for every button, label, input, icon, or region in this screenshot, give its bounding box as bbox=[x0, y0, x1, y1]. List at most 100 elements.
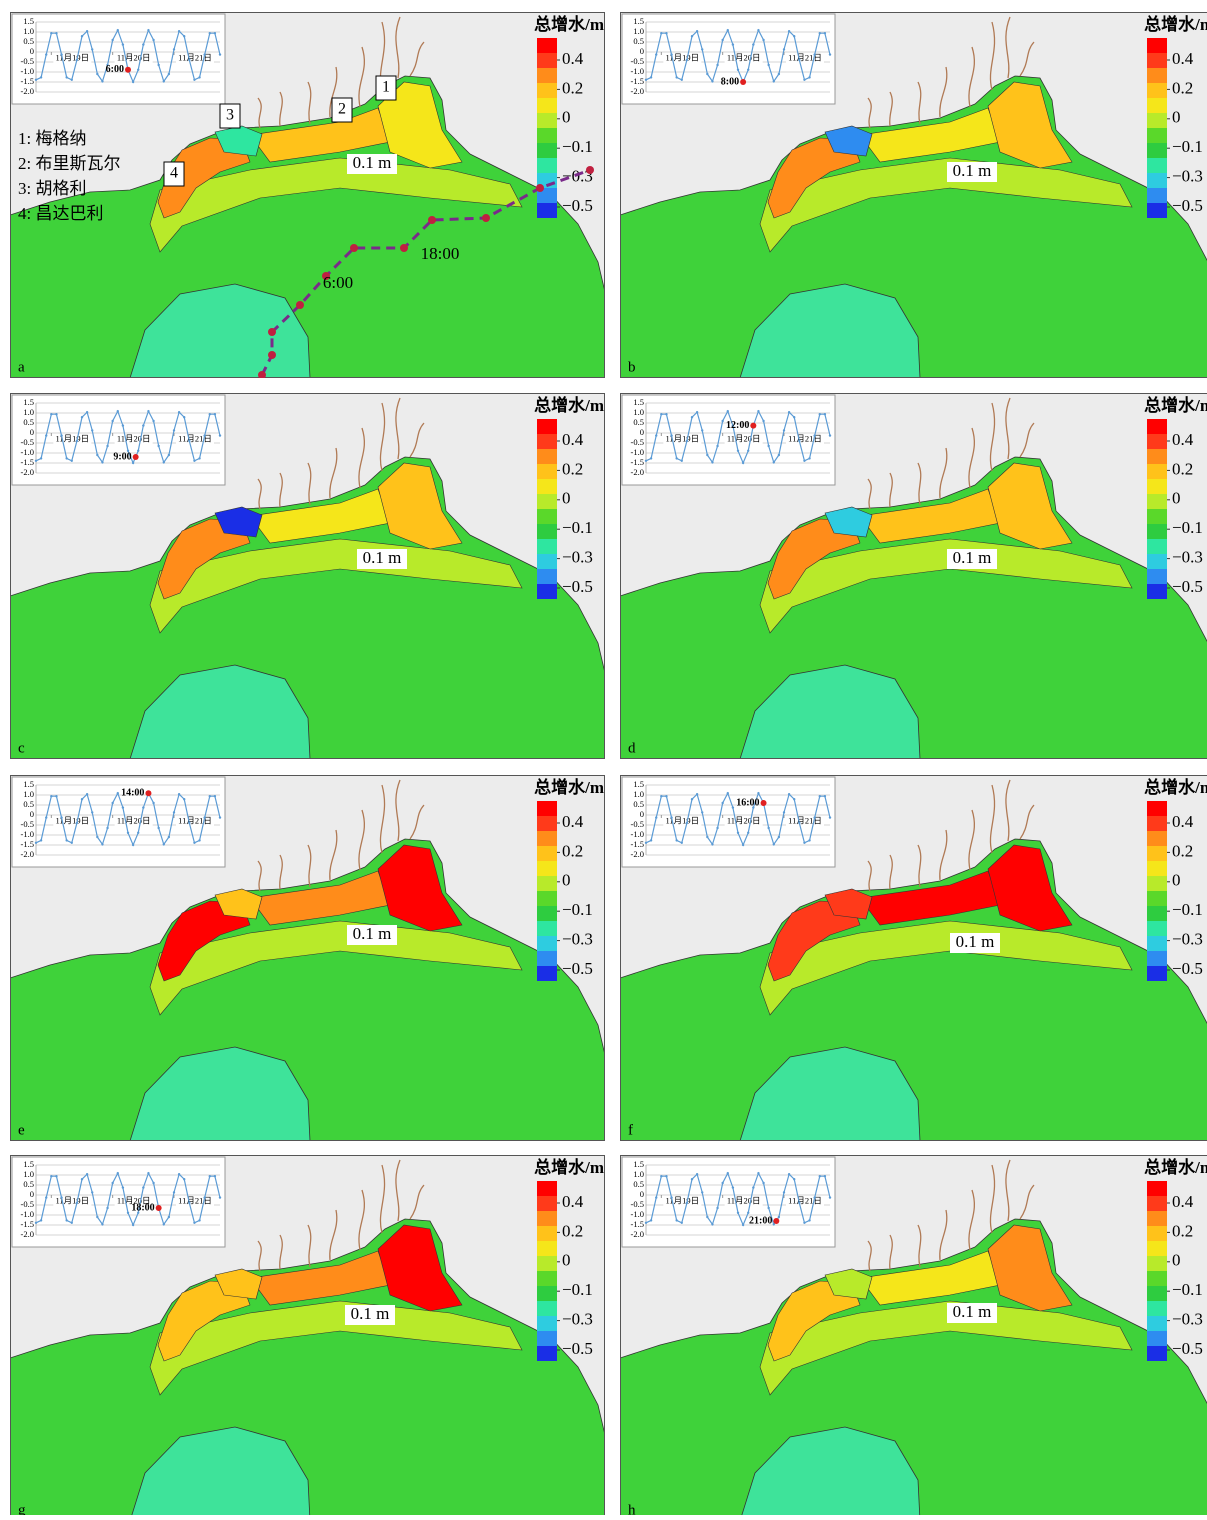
tide-point bbox=[645, 79, 647, 81]
tide-point bbox=[193, 460, 195, 462]
tide-point bbox=[203, 816, 205, 818]
tide-point bbox=[829, 53, 831, 55]
legend-tick-label: 0.4 bbox=[562, 49, 584, 68]
tide-point bbox=[721, 802, 723, 804]
tide-point bbox=[757, 29, 759, 31]
tide-point bbox=[716, 64, 718, 66]
inset-x-label: 11月21日 bbox=[788, 52, 822, 62]
tide-point bbox=[686, 59, 688, 61]
inset-y-label: -2.0 bbox=[21, 467, 34, 477]
tide-point bbox=[203, 53, 205, 55]
tide-point bbox=[778, 836, 780, 838]
legend-title: 总增水/m bbox=[534, 14, 604, 34]
tide-point bbox=[798, 822, 800, 824]
legend-swatch bbox=[1147, 921, 1167, 936]
tide-point bbox=[101, 80, 103, 82]
inset-y-label: 1.5 bbox=[23, 779, 34, 789]
tide-point bbox=[793, 798, 795, 800]
tide-point bbox=[219, 1196, 221, 1198]
legend-swatch bbox=[1147, 434, 1167, 449]
tide-point bbox=[716, 1207, 718, 1209]
inset-x-label: 11月21日 bbox=[178, 1195, 212, 1205]
tide-point bbox=[142, 1186, 144, 1188]
tide-point bbox=[219, 816, 221, 818]
contour-label: 0.1 m bbox=[956, 932, 995, 951]
tide-point bbox=[101, 843, 103, 845]
tide-point bbox=[81, 35, 83, 37]
map-panel: 0.1 mc总增水/m0.40.20−0.1−0.3−0.51.51.00.50… bbox=[10, 393, 605, 759]
legend-swatch bbox=[1147, 569, 1167, 584]
legend-swatch bbox=[1147, 419, 1167, 434]
inset-y-label: 1.0 bbox=[23, 26, 34, 36]
tide-point bbox=[675, 76, 677, 78]
tide-point bbox=[727, 1172, 729, 1174]
inset-x-label: 11月20日 bbox=[727, 815, 761, 825]
time-marker bbox=[750, 423, 756, 429]
tide-point bbox=[203, 1196, 205, 1198]
tide-point bbox=[645, 460, 647, 462]
contour-label: 0.1 m bbox=[953, 1302, 992, 1321]
legend-title: 总增水/m bbox=[1144, 395, 1207, 415]
tide-point bbox=[137, 450, 139, 452]
inset-y-label: 1.5 bbox=[633, 397, 644, 407]
tide-point bbox=[711, 461, 713, 463]
inset-x-label: 11月20日 bbox=[117, 52, 151, 62]
tide-point bbox=[35, 842, 37, 844]
time-label: 9:00 bbox=[113, 451, 131, 462]
legend-swatch bbox=[1147, 831, 1167, 846]
legend-swatch bbox=[1147, 1196, 1167, 1211]
legend-tick-label: 0 bbox=[562, 108, 571, 127]
legend-tick-label: −0.3 bbox=[562, 1310, 593, 1329]
tide-point bbox=[122, 806, 124, 808]
inset-x-label: 11月20日 bbox=[727, 52, 761, 62]
tide-point bbox=[91, 1191, 93, 1193]
tide-point bbox=[91, 48, 93, 50]
inset-y-label: 1.5 bbox=[23, 16, 34, 26]
tide-point bbox=[35, 460, 37, 462]
tide-point bbox=[788, 793, 790, 795]
tide-point bbox=[706, 73, 708, 75]
inset-x-label: 11月21日 bbox=[178, 433, 212, 443]
tide-point bbox=[686, 440, 688, 442]
legend-tick-label: −0.5 bbox=[1172, 959, 1203, 978]
tide-point bbox=[209, 413, 211, 415]
tide-point bbox=[152, 802, 154, 804]
legend-swatch bbox=[1147, 554, 1167, 569]
tide-point bbox=[665, 32, 667, 34]
legend-swatch bbox=[1147, 449, 1167, 464]
tide-point bbox=[91, 811, 93, 813]
tide-point bbox=[40, 1219, 42, 1221]
contour-label: 0.1 m bbox=[953, 161, 992, 180]
tide-point bbox=[742, 1224, 744, 1226]
inset-y-label: 0.5 bbox=[633, 799, 644, 809]
inset-y-label: -1.5 bbox=[631, 457, 644, 467]
inset-y-label: 0 bbox=[30, 809, 34, 819]
legend-swatch bbox=[537, 921, 557, 936]
tide-point bbox=[96, 1216, 98, 1218]
legend-swatch bbox=[1147, 464, 1167, 479]
tide-point bbox=[50, 413, 52, 415]
inset-x-label: 11月19日 bbox=[55, 433, 89, 443]
contour-label: 0.1 m bbox=[953, 548, 992, 567]
tide-point bbox=[824, 1175, 826, 1177]
tide-point bbox=[106, 445, 108, 447]
inset-x-label: 11月19日 bbox=[665, 1195, 699, 1205]
legend-title: 总增水/m bbox=[1144, 1157, 1207, 1177]
tide-point bbox=[706, 454, 708, 456]
contour-label: 0.1 m bbox=[363, 548, 402, 567]
tide-point bbox=[737, 450, 739, 452]
legend-tick-label: 0.2 bbox=[1172, 459, 1193, 478]
tide-point bbox=[665, 1175, 667, 1177]
inset-y-label: 1.0 bbox=[23, 407, 34, 417]
tide-point bbox=[819, 32, 821, 34]
tide-point bbox=[157, 64, 159, 66]
tide-point bbox=[214, 413, 216, 415]
legend-swatch bbox=[1147, 98, 1167, 113]
legend-tick-label: 0 bbox=[562, 489, 571, 508]
inset-y-label: 0 bbox=[30, 46, 34, 56]
legend-swatch bbox=[537, 1286, 557, 1301]
time-label: 8:00 bbox=[721, 76, 739, 87]
legend-swatch bbox=[537, 861, 557, 876]
